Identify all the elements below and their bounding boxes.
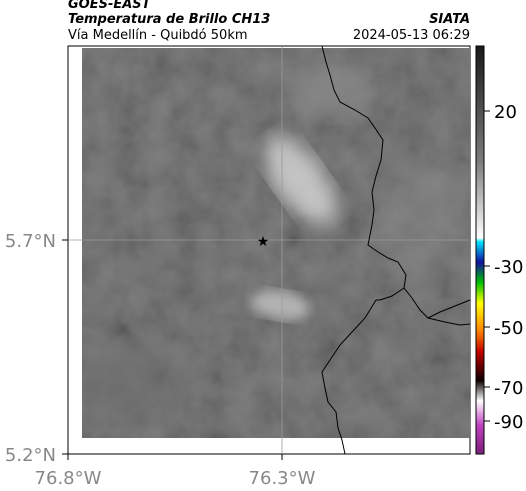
region-label: Vía Medellín - Quibdó 50km xyxy=(68,28,248,43)
colorbar-tick-label: 20 xyxy=(494,102,517,123)
colorbar-tick-label: -50 xyxy=(494,318,523,339)
department-boundary xyxy=(321,299,377,455)
cloud-patch xyxy=(265,136,335,224)
lon-tick-label: 76.8°W xyxy=(35,468,102,489)
brightness-field xyxy=(82,48,470,438)
cloud-patch xyxy=(250,290,310,320)
lat-tick-label: 5.2°N xyxy=(5,445,56,466)
colorbar-tick-label: -70 xyxy=(494,378,523,399)
colorbar-tick-label: -30 xyxy=(494,257,523,278)
product-title: Temperatura de Brillo CH13 xyxy=(68,12,271,27)
location-marker: ★ xyxy=(257,234,270,250)
lon-tick-label: 76.3°W xyxy=(249,468,316,489)
department-boundary xyxy=(427,299,471,319)
satellite-label: GOES-EAST xyxy=(68,0,151,12)
department-boundary xyxy=(376,287,405,301)
department-boundary xyxy=(321,45,471,326)
datetime-label: 2024-05-13 06:29 xyxy=(352,28,470,43)
org-label: SIATA xyxy=(429,12,470,27)
lat-tick-label: 5.7°N xyxy=(5,231,56,252)
colorbar-tick-label: -90 xyxy=(494,412,523,433)
colorbar xyxy=(475,45,485,455)
